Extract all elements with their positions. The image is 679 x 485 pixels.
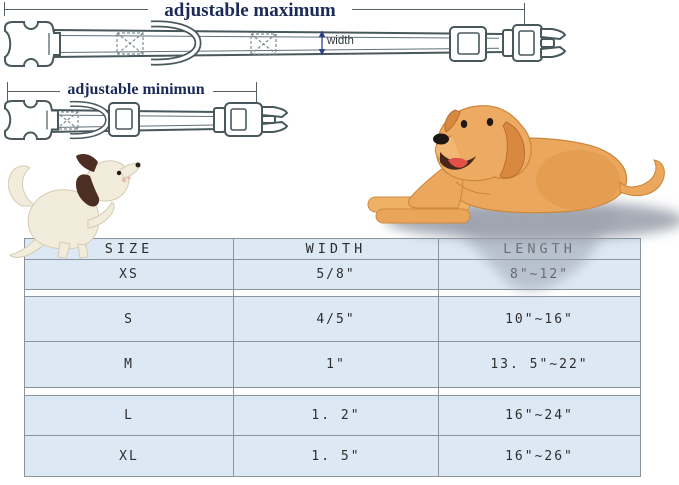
collar-maximum-diagram bbox=[4, 20, 567, 67]
table-row-m: M 1" 13. 5"~22" bbox=[24, 341, 641, 388]
size-cell: S bbox=[24, 296, 234, 342]
stitch-box-icon bbox=[116, 32, 277, 55]
collar-minimum-diagram bbox=[4, 100, 289, 140]
adjustable-minimum-label: adjustable minimun bbox=[67, 81, 205, 98]
dimension-tick-left-min bbox=[7, 82, 8, 102]
width-cell: 1. 2" bbox=[233, 395, 439, 436]
size-cell: XS bbox=[24, 259, 234, 290]
width-annotation-label: width bbox=[327, 35, 354, 47]
size-cell: M bbox=[24, 341, 234, 388]
golden-retriever-illustration bbox=[367, 105, 679, 291]
width-cell: 5/8" bbox=[233, 259, 439, 290]
width-cell: 1. 5" bbox=[233, 435, 439, 477]
table-spacer-row bbox=[24, 289, 641, 297]
female-buckle-icon bbox=[4, 21, 61, 67]
table-row-l: L 1. 2" 16"~24" bbox=[24, 395, 641, 436]
length-cell: 16"~26" bbox=[438, 435, 641, 477]
table-spacer-row bbox=[24, 387, 641, 396]
dimension-tick-right-max bbox=[524, 3, 525, 29]
female-buckle-icon bbox=[4, 100, 59, 140]
male-buckle-icon bbox=[502, 24, 567, 62]
d-ring-icon bbox=[150, 20, 202, 66]
slider-icon bbox=[449, 26, 487, 62]
dimension-tick-left-max bbox=[4, 2, 5, 16]
table-row-s: S 4/5" 10"~16" bbox=[24, 296, 641, 342]
adjustable-maximum-label: adjustable maximum bbox=[164, 0, 336, 21]
dimension-line-max-right bbox=[352, 9, 524, 10]
length-cell: 16"~24" bbox=[438, 395, 641, 436]
size-cell: L bbox=[24, 395, 234, 436]
size-chart-table: SIZE WIDTH LENGTH XS 5/8" 8"~12" S 4/5" … bbox=[24, 238, 641, 477]
width-arrow-icon bbox=[318, 30, 326, 56]
male-buckle-icon bbox=[213, 102, 289, 137]
width-cell: 1" bbox=[233, 341, 439, 388]
length-cell: 10"~16" bbox=[438, 296, 641, 342]
table-row-xl: XL 1. 5" 16"~26" bbox=[24, 435, 641, 477]
stitch-box-icon bbox=[55, 111, 79, 130]
dimension-tick-right-min bbox=[256, 82, 257, 102]
size-cell: XL bbox=[24, 435, 234, 477]
slider-icon bbox=[108, 102, 140, 137]
length-cell: 13. 5"~22" bbox=[438, 341, 641, 388]
dimension-line-max-left bbox=[5, 9, 148, 10]
dimension-line-min-right bbox=[213, 91, 256, 92]
width-cell: 4/5" bbox=[233, 296, 439, 342]
white-puppy-illustration bbox=[7, 154, 141, 259]
dimension-line-min-left bbox=[8, 91, 60, 92]
